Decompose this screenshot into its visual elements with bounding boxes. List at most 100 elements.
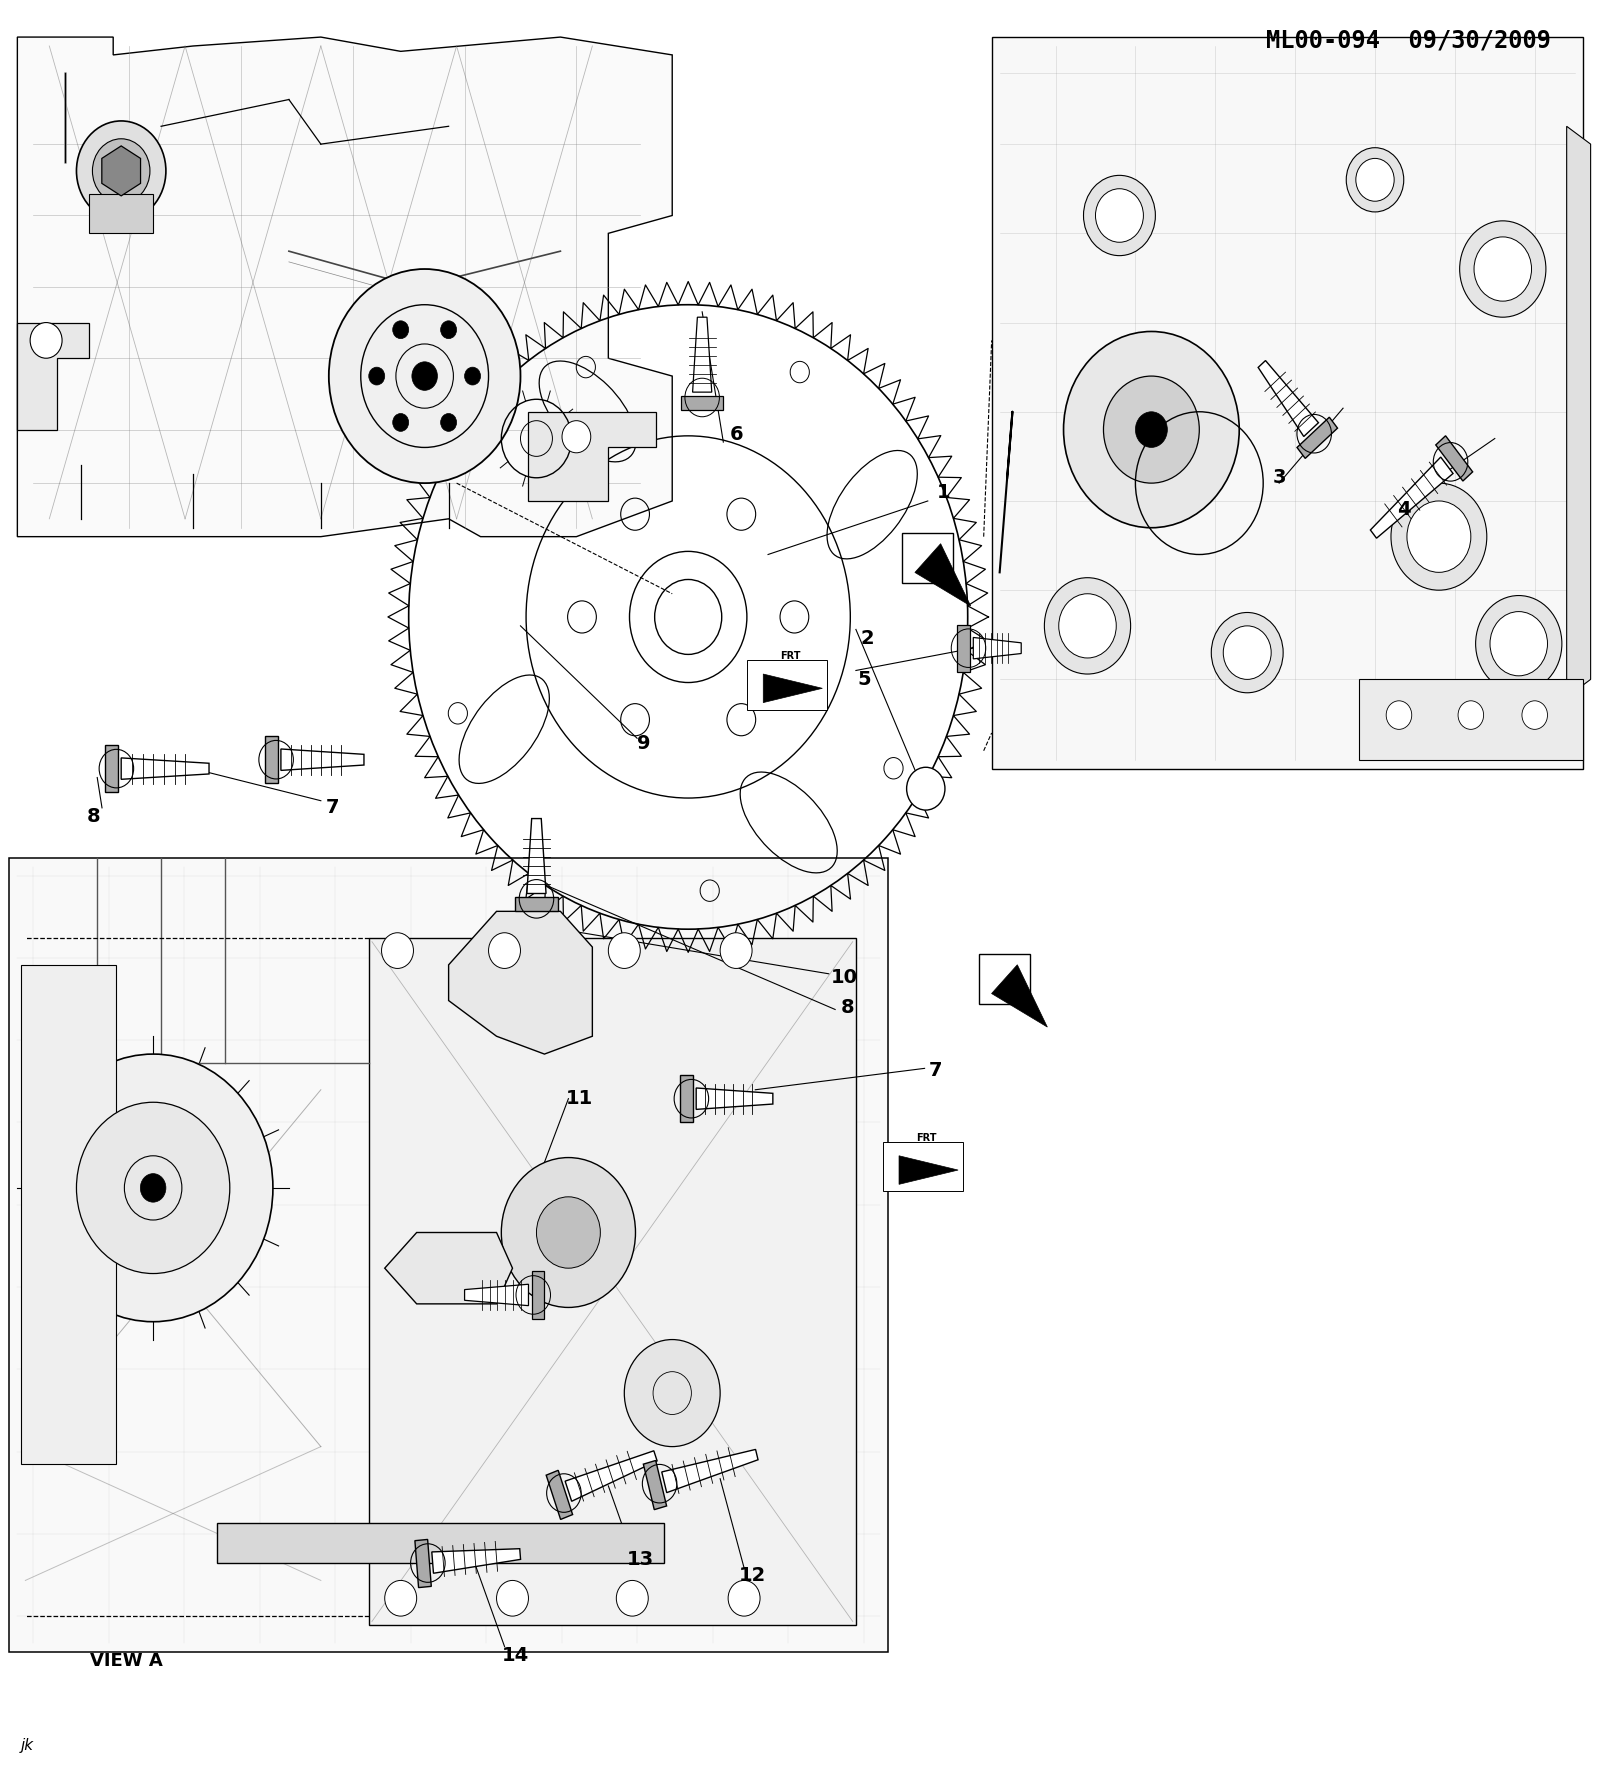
Circle shape xyxy=(411,361,437,390)
Polygon shape xyxy=(18,38,672,536)
Text: 13: 13 xyxy=(627,1549,654,1569)
Circle shape xyxy=(381,933,413,969)
Circle shape xyxy=(77,122,166,222)
Polygon shape xyxy=(680,1076,693,1122)
Polygon shape xyxy=(973,638,1021,659)
Circle shape xyxy=(1475,595,1562,692)
Circle shape xyxy=(93,139,150,204)
Polygon shape xyxy=(1435,436,1472,481)
Polygon shape xyxy=(528,411,656,500)
Circle shape xyxy=(1459,222,1546,318)
Text: gm: gm xyxy=(1477,1710,1507,1728)
Circle shape xyxy=(368,366,384,384)
Text: 7: 7 xyxy=(325,799,339,817)
Circle shape xyxy=(392,413,408,431)
Text: 8: 8 xyxy=(88,808,101,826)
Polygon shape xyxy=(515,897,557,911)
Polygon shape xyxy=(693,318,712,391)
Circle shape xyxy=(562,420,590,452)
Circle shape xyxy=(608,933,640,969)
Bar xyxy=(21,965,117,1465)
Circle shape xyxy=(624,1340,720,1447)
Bar xyxy=(883,1142,963,1192)
Circle shape xyxy=(77,1103,230,1274)
Text: 2: 2 xyxy=(861,629,874,649)
Circle shape xyxy=(1045,577,1131,674)
Polygon shape xyxy=(526,818,546,894)
Polygon shape xyxy=(957,625,970,672)
Circle shape xyxy=(440,413,456,431)
Circle shape xyxy=(1224,625,1270,679)
Polygon shape xyxy=(282,749,363,770)
Circle shape xyxy=(440,322,456,340)
Circle shape xyxy=(1390,482,1486,590)
Circle shape xyxy=(720,933,752,969)
Text: 7: 7 xyxy=(930,1061,942,1079)
Text: 1: 1 xyxy=(938,482,950,502)
Circle shape xyxy=(1104,375,1200,482)
Text: VIEW A: VIEW A xyxy=(90,1651,162,1669)
Circle shape xyxy=(1490,611,1547,675)
Polygon shape xyxy=(899,1156,958,1185)
Polygon shape xyxy=(106,745,118,792)
Polygon shape xyxy=(1566,127,1590,697)
Polygon shape xyxy=(992,38,1582,768)
Circle shape xyxy=(1064,331,1240,527)
Text: A: A xyxy=(923,552,933,565)
Polygon shape xyxy=(10,858,888,1651)
Text: jk: jk xyxy=(21,1739,34,1753)
Circle shape xyxy=(907,767,946,810)
Bar xyxy=(902,533,954,583)
Circle shape xyxy=(34,1054,274,1322)
Polygon shape xyxy=(122,758,210,779)
Polygon shape xyxy=(1258,361,1318,436)
Text: 5: 5 xyxy=(858,670,870,690)
Polygon shape xyxy=(464,1285,528,1306)
Text: ML00-094  09/30/2009: ML00-094 09/30/2009 xyxy=(1266,29,1550,52)
Text: 4: 4 xyxy=(1397,500,1411,520)
Text: 14: 14 xyxy=(502,1646,530,1665)
Polygon shape xyxy=(643,1460,667,1510)
Polygon shape xyxy=(915,543,971,606)
Circle shape xyxy=(1474,238,1531,302)
Polygon shape xyxy=(1298,416,1338,459)
Text: 8: 8 xyxy=(842,999,854,1017)
Polygon shape xyxy=(1358,679,1582,759)
Text: 3: 3 xyxy=(1272,468,1286,488)
Text: 9: 9 xyxy=(637,734,650,752)
Polygon shape xyxy=(448,911,592,1054)
Circle shape xyxy=(1406,500,1470,572)
Circle shape xyxy=(1083,175,1155,256)
Text: spo: spo xyxy=(1478,1742,1506,1757)
Circle shape xyxy=(1386,701,1411,729)
Polygon shape xyxy=(992,965,1048,1028)
Circle shape xyxy=(1346,148,1403,213)
Circle shape xyxy=(1059,593,1117,658)
Circle shape xyxy=(536,1197,600,1269)
Polygon shape xyxy=(696,1088,773,1110)
Bar xyxy=(90,195,154,234)
Polygon shape xyxy=(414,1539,432,1587)
Circle shape xyxy=(1136,411,1168,447)
Polygon shape xyxy=(763,674,822,702)
Polygon shape xyxy=(662,1449,758,1492)
Polygon shape xyxy=(432,1549,520,1573)
Text: 12: 12 xyxy=(739,1565,766,1585)
Text: 6: 6 xyxy=(730,425,742,445)
Circle shape xyxy=(496,1580,528,1615)
Circle shape xyxy=(141,1174,166,1203)
Circle shape xyxy=(1522,701,1547,729)
Polygon shape xyxy=(682,395,723,409)
Circle shape xyxy=(1458,701,1483,729)
Circle shape xyxy=(728,1580,760,1615)
Text: A: A xyxy=(1000,972,1010,986)
Text: FRT: FRT xyxy=(781,650,800,661)
Bar xyxy=(979,954,1030,1004)
Polygon shape xyxy=(266,736,278,783)
Circle shape xyxy=(330,270,520,482)
Circle shape xyxy=(30,322,62,357)
Circle shape xyxy=(1211,613,1283,693)
Ellipse shape xyxy=(1453,1678,1531,1705)
Bar xyxy=(218,1523,664,1562)
Circle shape xyxy=(384,1580,416,1615)
